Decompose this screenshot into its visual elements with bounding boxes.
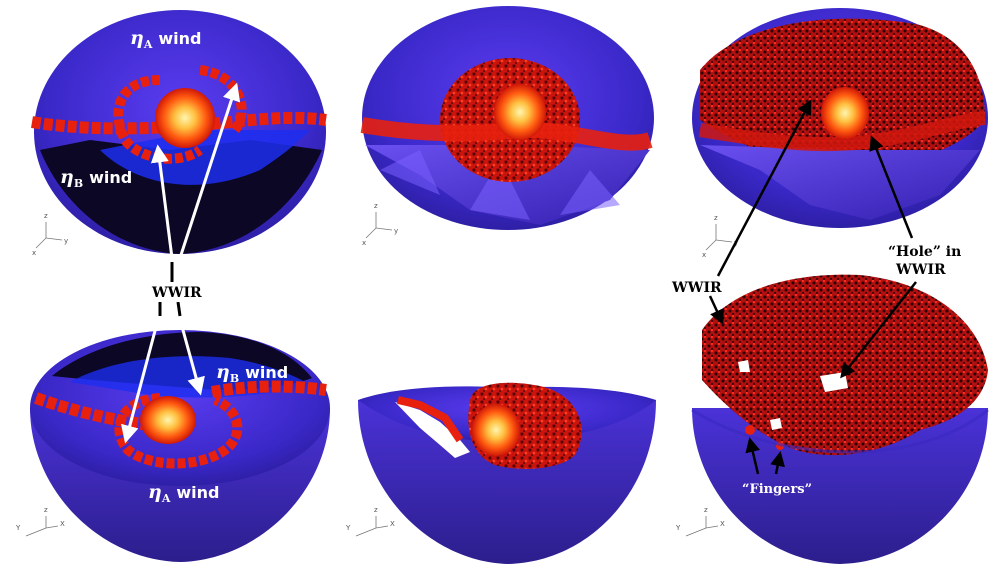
blue-wind-region [100,130,310,185]
svg-text:x: x [362,239,366,247]
label-hole-line1: “Hole” in [888,244,961,260]
label-eta-b-wind-top: ηB wind [60,166,132,190]
svg-text:z: z [704,506,708,514]
axes-triad-2: z y x [362,202,398,247]
faceted-lower-region [700,145,980,220]
arrow-to-wwir-bottom-left [120,311,162,444]
arrow-to-wwir-top-left [150,144,174,259]
label-wwir-left: WWIR [151,285,202,301]
annotation-arrows-black [158,99,917,475]
panel-top-right: z y x [692,8,988,259]
label-eta-a-wind-bottom: ηA wind [148,481,219,505]
label-eta-a-wind-top: ηA wind [130,27,201,51]
arrow-hole-bottom [840,281,917,379]
panel-bottom-left: ηB wind ηA wind z Y X [15,330,330,562]
panel-bottom-center: z Y X [345,382,656,564]
svg-text:X: X [390,520,395,528]
svg-text:Y: Y [15,524,21,532]
arrow-finger-1 [745,437,761,475]
svg-text:z: z [374,506,378,514]
svg-text:Y: Y [345,524,351,532]
hot-core [821,87,869,139]
svg-text:Y: Y [675,524,681,532]
label-hole-line2: WWIR [895,262,946,278]
small-hole [738,360,750,372]
panel-top-center: z y x [360,6,654,247]
wwir-band-right [210,380,327,398]
arrow-finger-2 [770,451,786,475]
bowl-lower-hemisphere [692,408,988,564]
svg-text:x: x [32,249,36,257]
label-eta-b-wind-bottom: ηB wind [216,361,288,385]
svg-text:z: z [374,202,378,210]
arrow-wwir-top-right [716,99,812,277]
svg-text:X: X [60,520,65,528]
finger-1 [745,425,755,435]
wwir-spiral [114,393,243,469]
axes-triad-6: z Y X [675,506,725,537]
hot-core [155,88,215,148]
panel-top-left: ηA wind ηB wind z y x [31,10,327,257]
svg-text:z: z [44,212,48,220]
wwir-spiral [113,75,203,164]
axes-triad-4: z Y X [15,506,65,537]
arrow-to-wwir-top-right [178,82,241,259]
axes-triad-1: z y x [32,212,68,257]
panel-bottom-right: z Y X [675,274,989,564]
hot-core [494,84,546,140]
arrow-wwir-bottom-right [708,295,724,325]
arrow-to-wwir-bottom-right [176,311,205,396]
bowl-lower-hemisphere [358,400,656,564]
svg-text:z: z [44,506,48,514]
cutaway-hole [395,402,470,458]
label-fingers: “Fingers” [742,482,812,497]
svg-text:z: z [714,214,718,222]
hot-core [140,396,196,444]
svg-text:x: x [702,251,706,259]
axes-triad-5: z Y X [345,506,395,537]
label-wwir-right: WWIR [671,280,722,296]
annotation-arrows-white [120,82,241,444]
wwir-band-left [34,392,151,431]
axes-triad-3: z y x [702,214,738,259]
arrow-hole-top [869,135,914,239]
svg-text:y: y [394,227,398,235]
svg-text:y: y [64,237,68,245]
hot-core [472,404,520,456]
svg-text:X: X [720,520,725,528]
